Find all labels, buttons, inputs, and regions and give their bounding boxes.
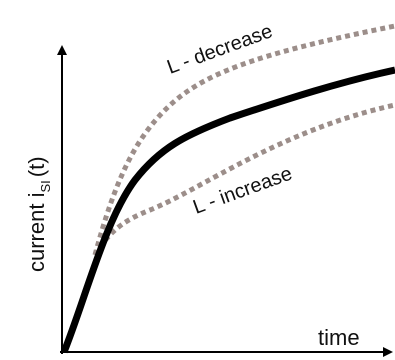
label-increase: L - increase — [190, 163, 295, 219]
x-label: time — [318, 325, 360, 350]
y-label-suffix: (t) — [24, 156, 49, 177]
y-label-subscript: SI — [38, 180, 53, 192]
curve-increase — [92, 102, 395, 257]
y-label-main: current i — [24, 193, 49, 272]
label-decrease: L - decrease — [164, 20, 275, 78]
curve-decrease — [92, 23, 395, 256]
curve-nominal — [60, 66, 395, 354]
y-label: current iSI (t) — [24, 156, 53, 272]
